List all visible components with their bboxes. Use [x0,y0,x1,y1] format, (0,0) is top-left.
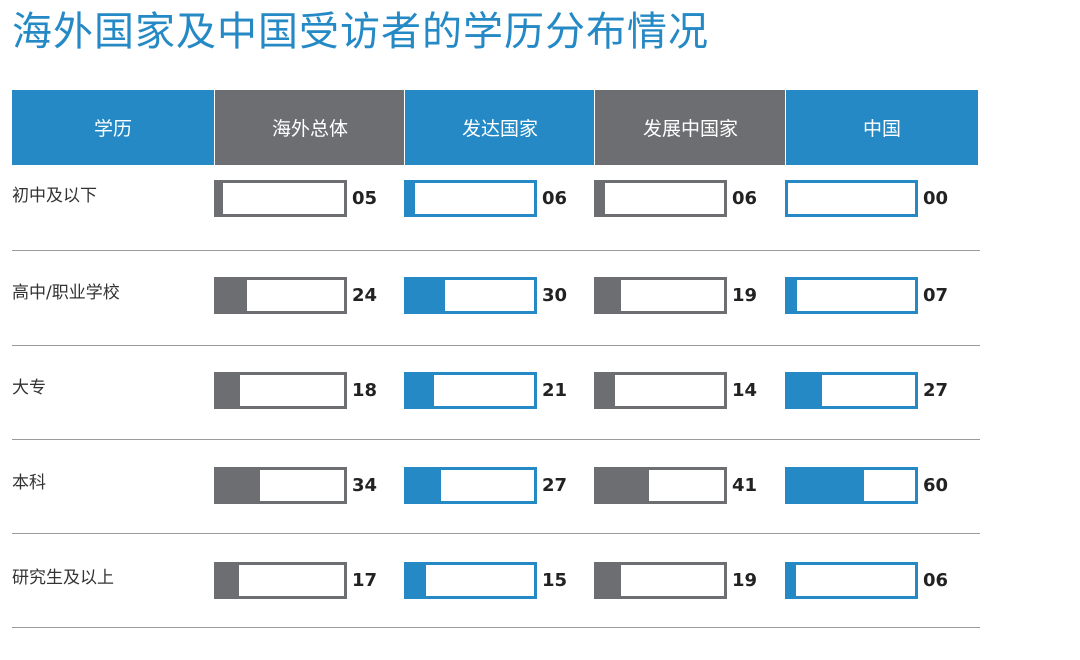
row-divider [12,533,980,534]
bar-fill [597,375,615,406]
bar-fill [407,375,434,406]
bar-海外总体 [214,180,347,217]
value-label: 06 [732,188,758,209]
bar-fill [217,565,239,596]
table-header: 学历 海外总体 发达国家 发展中国家 中国 [12,90,978,165]
bar-海外总体 [214,277,347,314]
bar-fill [597,470,649,501]
bar-发展中国家 [594,277,727,314]
bar-中国 [785,562,918,599]
value-label: 06 [542,188,568,209]
row-label: 初中及以下 [12,186,97,206]
value-label: 05 [352,188,378,209]
chart-title: 海外国家及中国受访者的学历分布情况 [12,9,709,55]
bar-fill [217,470,260,501]
bar-中国 [785,467,918,504]
bar-中国 [785,372,918,409]
value-label: 00 [923,188,949,209]
bar-发展中国家 [594,372,727,409]
row-label: 研究生及以上 [12,568,114,588]
bar-fill [217,183,223,214]
bar-发达国家 [404,467,537,504]
bar-发达国家 [404,277,537,314]
value-label: 19 [732,570,758,591]
value-label: 34 [352,475,378,496]
value-label: 27 [923,380,949,401]
bar-fill [407,565,426,596]
bar-发达国家 [404,372,537,409]
bar-海外总体 [214,372,347,409]
bar-中国 [785,277,918,314]
header-cell-haiwai-zongti: 海外总体 [214,90,405,165]
value-label: 14 [732,380,758,401]
row-label: 高中/职业学校 [12,283,120,303]
row-label: 本科 [12,473,46,493]
value-label: 17 [352,570,378,591]
bar-海外总体 [214,562,347,599]
bar-fill [407,280,445,311]
bar-fill [217,375,240,406]
bar-海外总体 [214,467,347,504]
row-divider [12,250,980,251]
bar-fill [407,470,441,501]
bar-fill [217,280,247,311]
bar-fill [597,565,621,596]
row-divider [12,627,980,628]
value-label: 30 [542,285,568,306]
row-divider [12,345,980,346]
value-label: 27 [542,475,568,496]
bar-fill [407,183,415,214]
value-label: 24 [352,285,378,306]
bar-fill [788,565,796,596]
bar-发展中国家 [594,180,727,217]
header-cell-xueli: 学历 [12,90,214,165]
header-cell-zhongguo: 中国 [785,90,978,165]
value-label: 19 [732,285,758,306]
row-label: 大专 [12,378,46,398]
bar-fill [597,183,605,214]
bar-发达国家 [404,180,537,217]
header-cell-fada-guojia: 发达国家 [404,90,595,165]
bar-发展中国家 [594,467,727,504]
bar-fill [788,280,797,311]
bar-中国 [785,180,918,217]
value-label: 15 [542,570,568,591]
header-cell-fazhan-zhong-guojia: 发展中国家 [594,90,786,165]
bar-fill [788,470,864,501]
row-divider [12,439,980,440]
value-label: 18 [352,380,378,401]
bar-fill [597,280,621,311]
value-label: 06 [923,570,949,591]
bar-发展中国家 [594,562,727,599]
value-label: 41 [732,475,758,496]
value-label: 21 [542,380,568,401]
bar-fill [788,375,822,406]
bar-发达国家 [404,562,537,599]
value-label: 60 [923,475,949,496]
value-label: 07 [923,285,949,306]
